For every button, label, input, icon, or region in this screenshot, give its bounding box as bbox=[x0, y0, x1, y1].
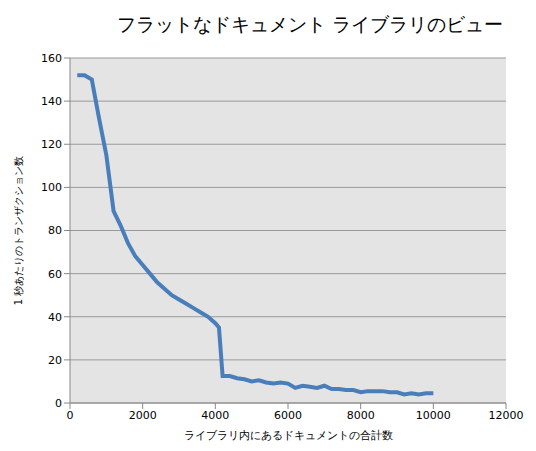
svg-text:0: 0 bbox=[67, 409, 74, 422]
svg-text:1 秒あたりのトランザクション数: 1 秒あたりのトランザクション数 bbox=[13, 156, 24, 306]
svg-text:160: 160 bbox=[41, 52, 62, 65]
svg-text:120: 120 bbox=[41, 138, 62, 151]
svg-text:40: 40 bbox=[48, 311, 62, 324]
svg-text:0: 0 bbox=[55, 397, 62, 410]
svg-text:12000: 12000 bbox=[489, 409, 524, 422]
svg-text:10000: 10000 bbox=[416, 409, 451, 422]
svg-text:8000: 8000 bbox=[347, 409, 375, 422]
svg-text:80: 80 bbox=[48, 224, 62, 237]
html-text:フラットなドキュメント ライブラリのビュー: フラットなドキュメント ライブラリのビュー bbox=[117, 13, 503, 35]
svg-text:60: 60 bbox=[48, 268, 62, 281]
svg-text:2000: 2000 bbox=[129, 409, 157, 422]
svg-text:6000: 6000 bbox=[274, 409, 302, 422]
svg-text:ライブラリ内にあるドキュメントの合計数: ライブラリ内にあるドキュメントの合計数 bbox=[184, 429, 393, 442]
svg-text:4000: 4000 bbox=[201, 409, 229, 422]
svg-text:100: 100 bbox=[41, 181, 62, 194]
svg-text:20: 20 bbox=[48, 354, 62, 367]
svg-text:140: 140 bbox=[41, 95, 62, 108]
